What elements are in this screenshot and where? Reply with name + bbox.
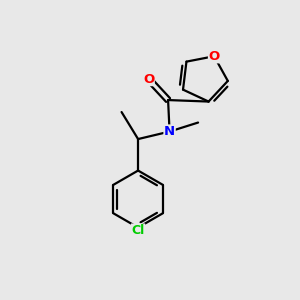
Text: N: N [164,125,175,138]
Text: Cl: Cl [131,224,145,237]
Text: O: O [208,50,220,63]
Text: O: O [143,73,154,85]
